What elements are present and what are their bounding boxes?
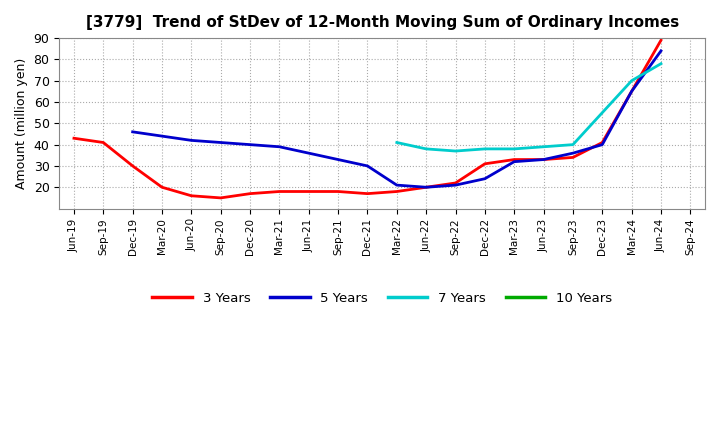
5 Years bbox=[187, 138, 196, 143]
5 Years bbox=[334, 157, 343, 162]
3 Years bbox=[539, 157, 548, 162]
3 Years bbox=[334, 189, 343, 194]
Y-axis label: Amount (million yen): Amount (million yen) bbox=[15, 58, 28, 189]
5 Years bbox=[657, 48, 665, 54]
Line: 5 Years: 5 Years bbox=[132, 51, 661, 187]
5 Years bbox=[128, 129, 137, 135]
7 Years bbox=[569, 142, 577, 147]
3 Years bbox=[569, 155, 577, 160]
7 Years bbox=[539, 144, 548, 150]
3 Years bbox=[480, 161, 489, 166]
5 Years bbox=[305, 150, 313, 156]
Title: [3779]  Trend of StDev of 12-Month Moving Sum of Ordinary Incomes: [3779] Trend of StDev of 12-Month Moving… bbox=[86, 15, 679, 30]
5 Years bbox=[275, 144, 284, 150]
7 Years bbox=[598, 110, 606, 115]
3 Years bbox=[422, 185, 431, 190]
3 Years bbox=[657, 37, 665, 43]
5 Years bbox=[392, 183, 401, 188]
7 Years bbox=[657, 61, 665, 66]
3 Years bbox=[363, 191, 372, 196]
3 Years bbox=[305, 189, 313, 194]
3 Years bbox=[187, 193, 196, 198]
5 Years bbox=[510, 159, 518, 164]
7 Years bbox=[392, 140, 401, 145]
5 Years bbox=[569, 150, 577, 156]
5 Years bbox=[480, 176, 489, 181]
5 Years bbox=[627, 89, 636, 94]
5 Years bbox=[246, 142, 254, 147]
7 Years bbox=[451, 148, 460, 154]
3 Years bbox=[451, 180, 460, 186]
3 Years bbox=[246, 191, 254, 196]
Line: 3 Years: 3 Years bbox=[74, 40, 661, 198]
3 Years bbox=[158, 185, 166, 190]
5 Years bbox=[217, 140, 225, 145]
7 Years bbox=[627, 78, 636, 83]
5 Years bbox=[422, 185, 431, 190]
3 Years bbox=[598, 140, 606, 145]
Legend: 3 Years, 5 Years, 7 Years, 10 Years: 3 Years, 5 Years, 7 Years, 10 Years bbox=[147, 287, 617, 310]
3 Years bbox=[275, 189, 284, 194]
3 Years bbox=[128, 163, 137, 169]
3 Years bbox=[99, 140, 107, 145]
5 Years bbox=[539, 157, 548, 162]
3 Years bbox=[510, 157, 518, 162]
5 Years bbox=[451, 183, 460, 188]
5 Years bbox=[158, 133, 166, 139]
3 Years bbox=[392, 189, 401, 194]
3 Years bbox=[217, 195, 225, 201]
5 Years bbox=[598, 142, 606, 147]
7 Years bbox=[422, 146, 431, 151]
3 Years bbox=[627, 89, 636, 94]
5 Years bbox=[363, 163, 372, 169]
7 Years bbox=[510, 146, 518, 151]
3 Years bbox=[70, 136, 78, 141]
7 Years bbox=[480, 146, 489, 151]
Line: 7 Years: 7 Years bbox=[397, 64, 661, 151]
